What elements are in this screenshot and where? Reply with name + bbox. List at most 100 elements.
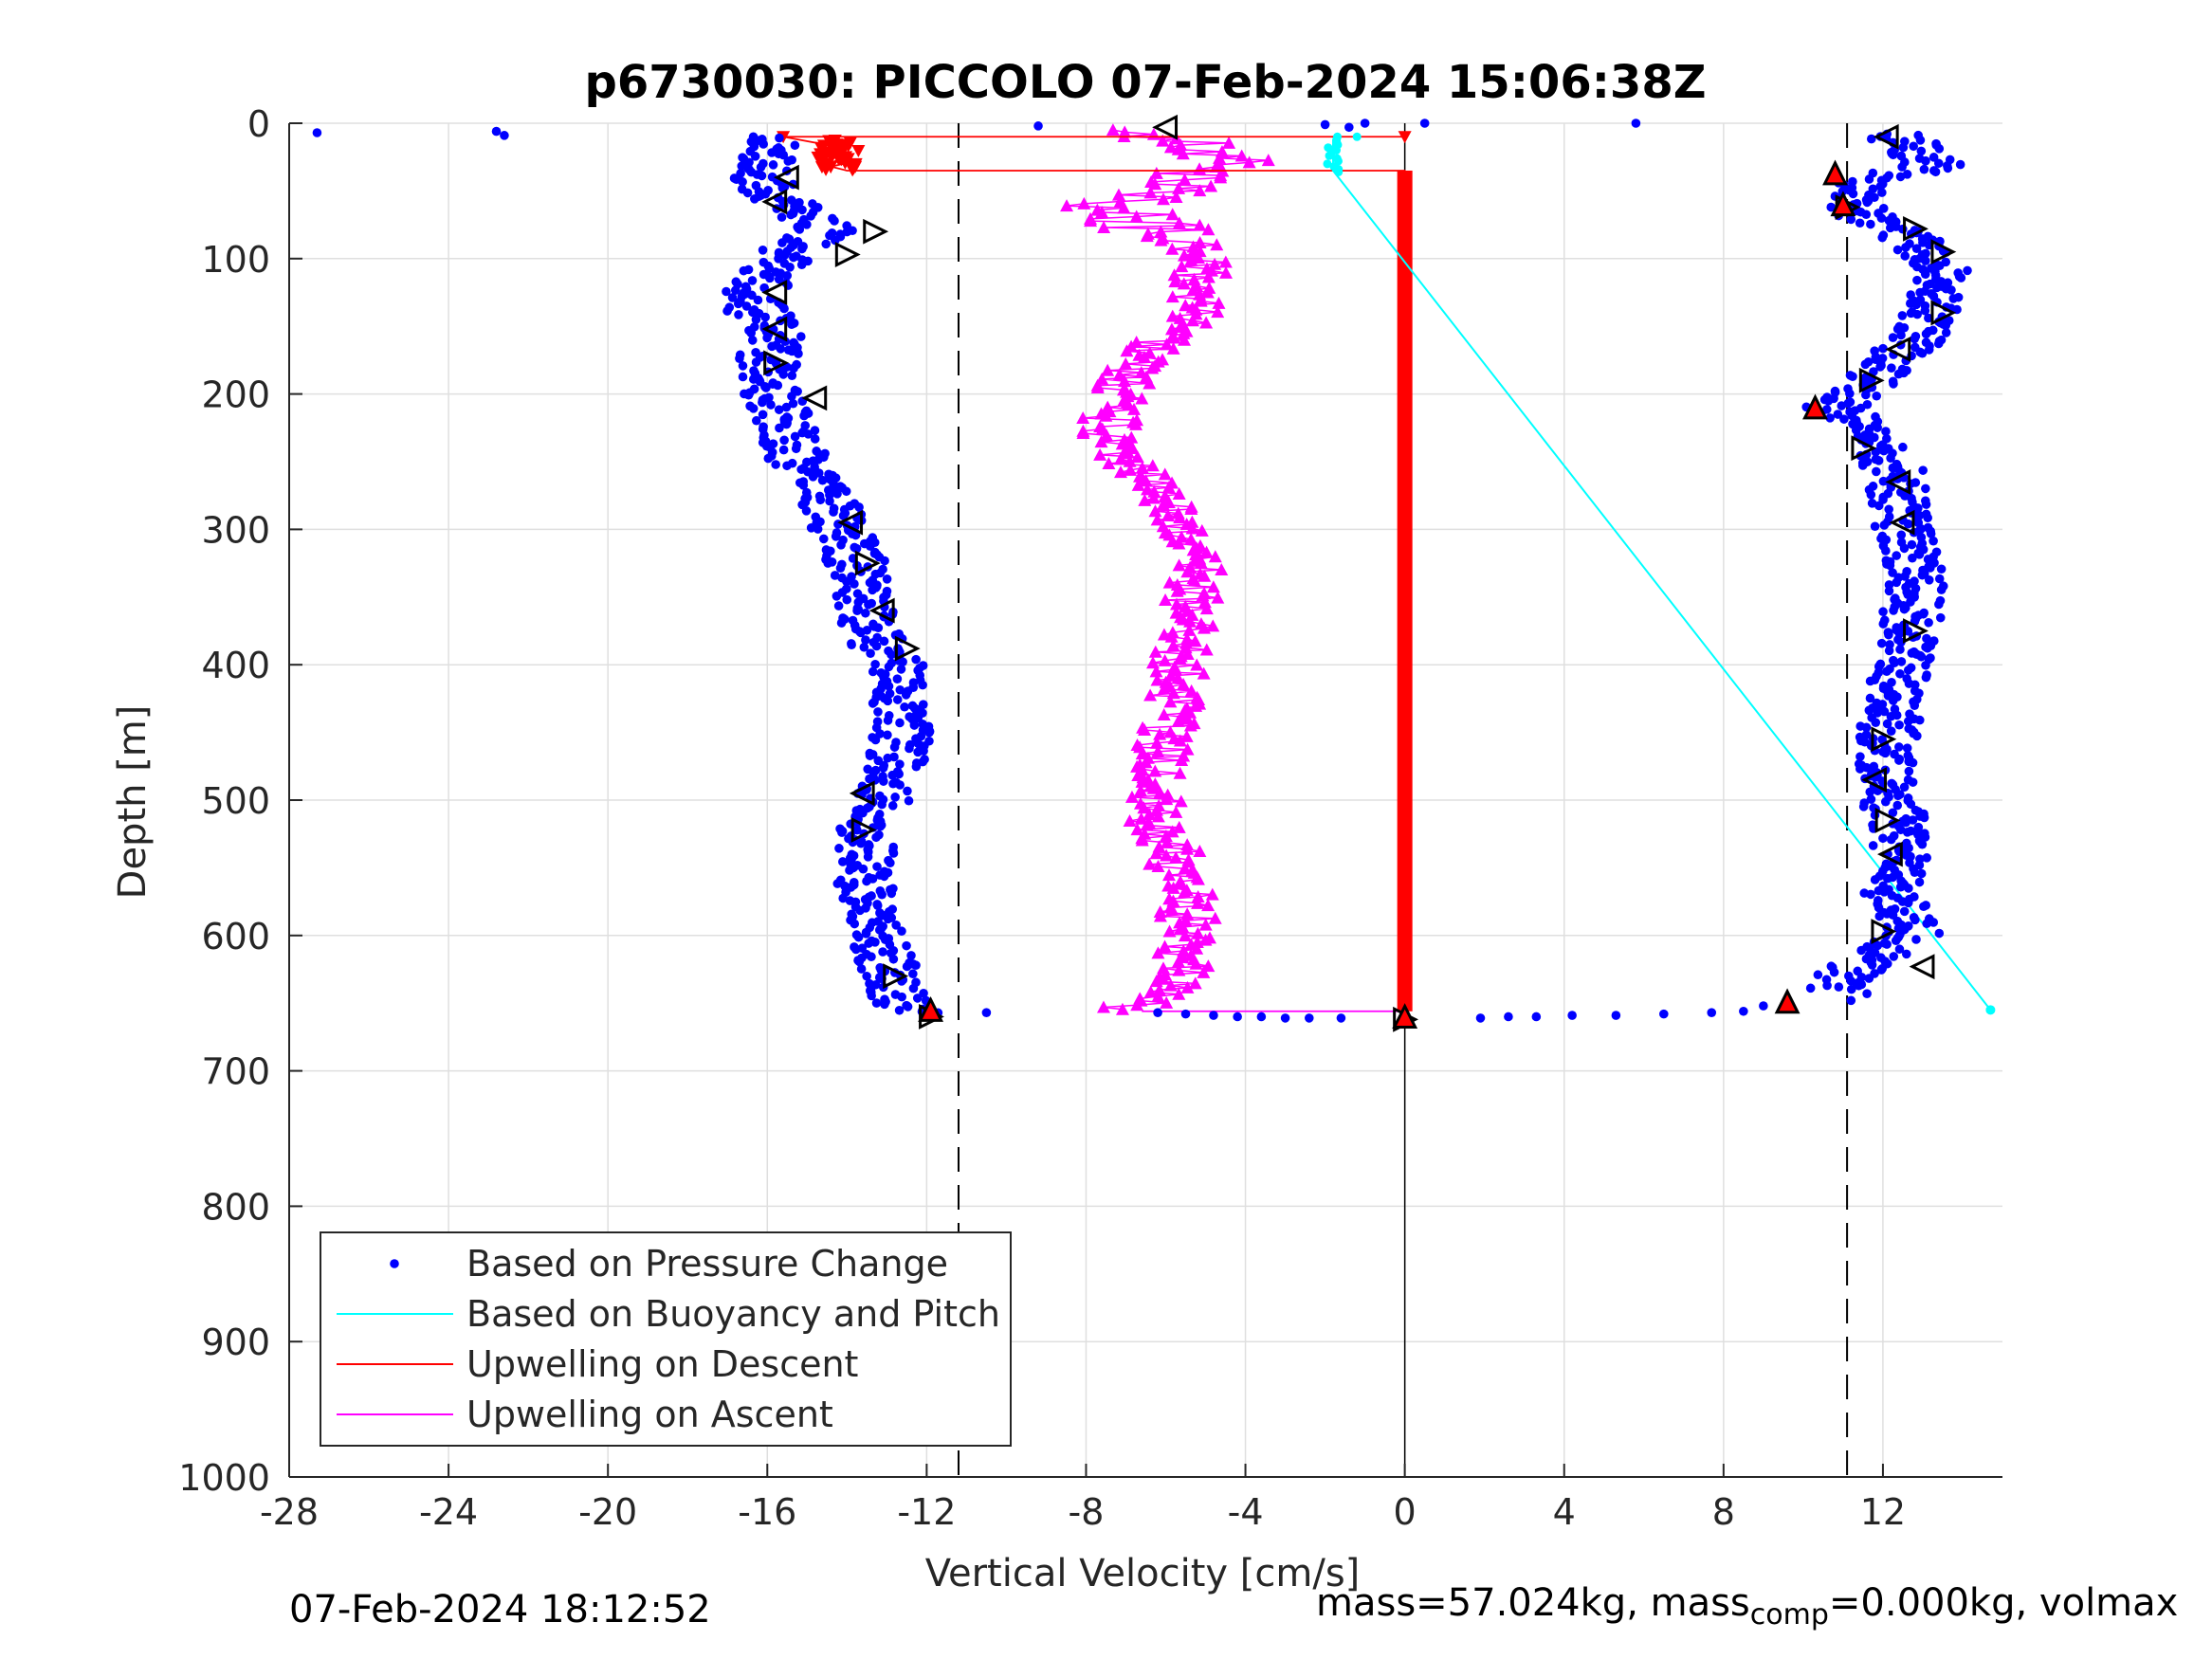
ascent-marker	[1145, 459, 1160, 472]
pressure-point	[766, 400, 776, 410]
ascent-marker	[1173, 877, 1187, 890]
pressure-point	[795, 225, 805, 234]
pressure-point	[810, 434, 820, 444]
ascent-marker	[1211, 591, 1225, 604]
ascent-marker	[1113, 452, 1127, 465]
ascent-marker	[1191, 926, 1205, 939]
ascent-marker	[1197, 569, 1212, 582]
ascent-marker	[1184, 501, 1198, 515]
pressure-point	[1567, 1011, 1577, 1020]
pressure-point	[854, 957, 865, 967]
turn-marker	[1851, 435, 1877, 462]
ascent-marker	[1093, 447, 1107, 461]
ascent-marker	[1147, 484, 1161, 498]
pressure-point	[831, 532, 841, 541]
pressure-point	[758, 246, 768, 255]
x-tick-label: -28	[260, 1491, 319, 1533]
pressure-point	[1888, 333, 1898, 342]
pressure-point	[774, 405, 784, 414]
pressure-point	[913, 747, 923, 757]
pressure-point	[756, 162, 766, 173]
ascent-marker	[1134, 784, 1148, 797]
ascent-marker	[1162, 924, 1177, 938]
turn-marker	[773, 164, 799, 191]
pressure-point	[1933, 158, 1944, 169]
ascent-marker	[1151, 990, 1165, 1003]
ascent-marker	[1190, 941, 1204, 955]
ascent-marker	[1211, 305, 1225, 319]
ascent-marker	[1148, 645, 1162, 658]
pressure-point	[1826, 202, 1837, 212]
pressure-point	[779, 435, 789, 446]
pressure-point	[746, 328, 757, 337]
ascent-marker	[1191, 872, 1205, 885]
pressure-point	[1897, 311, 1908, 320]
ascent-marker	[1119, 356, 1133, 370]
pressure-point	[1956, 273, 1966, 283]
pressure-point	[1922, 853, 1932, 863]
pressure-point	[1895, 668, 1905, 679]
pressure-point	[1952, 304, 1962, 315]
pressure-point	[890, 793, 900, 802]
ascent-marker	[1193, 218, 1207, 231]
pressure-point	[866, 648, 875, 659]
ascent-marker	[1095, 205, 1109, 218]
pressure-point	[1941, 320, 1951, 331]
x-tick-label: -4	[1228, 1491, 1264, 1533]
ascent-marker	[1114, 465, 1128, 479]
ascent-marker	[1177, 248, 1191, 262]
pressure-point	[1924, 345, 1934, 355]
pressure-point	[888, 778, 898, 789]
pressure-point	[1932, 283, 1942, 293]
pressure-point	[763, 453, 774, 464]
ascent-marker	[1218, 265, 1233, 279]
ascent-marker	[1193, 844, 1207, 857]
pressure-point	[1233, 1012, 1242, 1022]
pressure-point	[1903, 665, 1913, 675]
pressure-point	[776, 344, 786, 354]
pressure-point	[1935, 612, 1946, 623]
pressure-point	[883, 753, 892, 763]
ascent-marker	[1161, 508, 1175, 521]
pressure-point	[767, 341, 777, 352]
pressure-point	[1924, 575, 1934, 585]
ascent-marker	[1199, 643, 1214, 656]
pressure-point	[1915, 287, 1925, 298]
turn-marker	[761, 280, 788, 305]
ascent-marker	[1177, 944, 1191, 957]
ascent-marker	[1180, 565, 1195, 578]
turn-marker-red	[1822, 159, 1848, 186]
ascent-marker	[1149, 803, 1163, 816]
ascent-marker	[1175, 260, 1189, 273]
ascent-marker	[1165, 825, 1179, 838]
ascent-marker	[1165, 309, 1179, 322]
pressure-point	[1886, 834, 1896, 845]
pressure-point	[1877, 232, 1888, 243]
ascent-marker	[1172, 987, 1186, 1000]
pressure-point	[856, 838, 866, 848]
ascent-marker	[1165, 290, 1179, 303]
turn-marker	[1930, 239, 1957, 265]
pressure-point	[852, 825, 862, 835]
pressure-point	[861, 635, 870, 645]
ascent-marker	[1173, 734, 1187, 747]
pressure-point	[1848, 372, 1857, 381]
y-tick-label: 100	[201, 239, 270, 281]
ascent-marker	[1215, 562, 1229, 575]
pressure-point	[1885, 223, 1895, 233]
pressure-point	[888, 848, 899, 858]
pressure-point	[862, 876, 871, 886]
pressure-point	[830, 216, 839, 226]
pressure-point	[864, 939, 873, 948]
pressure-point	[829, 507, 838, 517]
ascent-marker	[1164, 629, 1179, 643]
x-axis-label: Vertical Velocity [cm/s]	[925, 1552, 1361, 1595]
pressure-point	[838, 893, 848, 903]
pressure-point	[810, 426, 820, 435]
pressure-point	[1475, 1013, 1486, 1023]
descent-marker	[816, 139, 831, 153]
pressure-point	[1911, 244, 1922, 254]
pressure-point	[1837, 187, 1848, 196]
ascent-marker	[1160, 793, 1174, 806]
pressure-point	[897, 926, 906, 937]
